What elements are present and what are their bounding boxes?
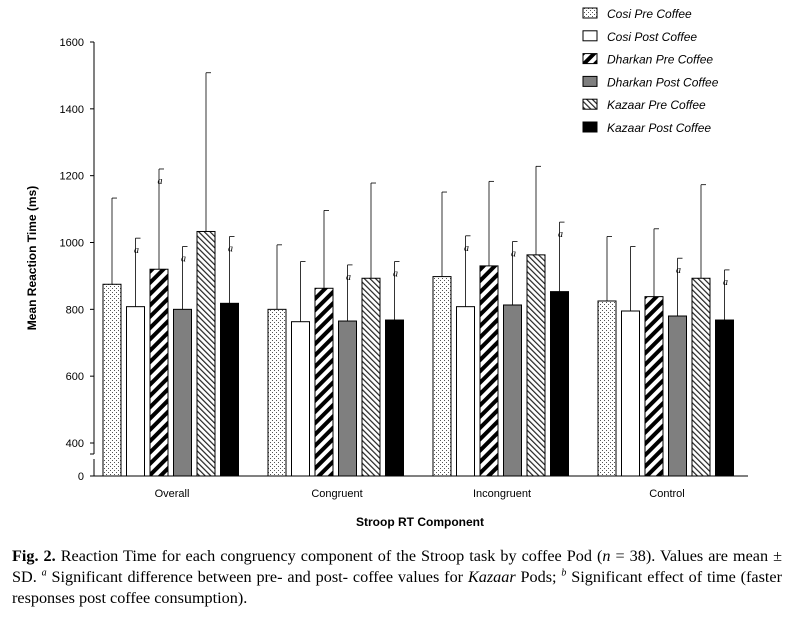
legend-swatch (582, 30, 598, 42)
x-tick-label: Overall (155, 488, 190, 500)
caption-sup-a: a (41, 567, 47, 579)
x-tick-label: Control (649, 488, 684, 500)
caption-n-symbol: n (602, 547, 611, 565)
significance-marker: a (464, 243, 469, 254)
legend-swatch (582, 75, 598, 87)
caption-text-1: Reaction Time for each congruency compon… (55, 547, 603, 565)
reaction-time-chart: 0 400 600 800 1000 1200 1400 1600 Overall Congrue… (25, 7, 748, 529)
axes: 0 400 600 800 1000 1200 1400 1600 Overall Congrue… (60, 37, 748, 500)
bar (597, 300, 617, 477)
legend-label: Dharkan Post Coffee (607, 75, 719, 89)
caption-text-3: Significant difference between pre- and … (46, 568, 468, 586)
bar (503, 304, 522, 477)
y-tick-label: 600 (66, 371, 84, 383)
bar (385, 319, 404, 477)
significance-marker: a (228, 243, 233, 254)
y-tick-label: 1000 (60, 238, 84, 250)
x-axis-label: Stroop RT Component (356, 515, 484, 529)
significance-marker: a (134, 245, 139, 256)
legend-label: Kazaar Post Coffee (607, 121, 711, 135)
y-axis-label: Mean Reaction Time (ms) (25, 186, 39, 330)
bar (550, 291, 569, 477)
bar (668, 315, 687, 477)
significance-marker: a (558, 229, 563, 240)
caption-text-2: = 38). Values are mean ± SD. (12, 547, 782, 586)
x-tick-label: Incongruent (473, 488, 531, 500)
caption-text-5: Significant effect of time (faster respo… (12, 568, 782, 607)
significance-marker: a (393, 269, 398, 280)
legend-label: Dharkan Pre Coffee (607, 53, 713, 67)
y-tick-label: 0 (78, 471, 84, 483)
bar (102, 283, 122, 477)
y-tick-label: 400 (66, 438, 84, 450)
bar (479, 265, 499, 477)
significance-marker: a (511, 248, 516, 259)
bar (267, 308, 287, 477)
bar (314, 287, 334, 477)
bar (361, 277, 381, 477)
caption-text-4: Pods; (515, 568, 562, 586)
caption-label: Fig. 2. (12, 547, 56, 565)
y-tick-label: 1200 (60, 171, 84, 183)
y-tick-label: 1400 (60, 104, 84, 116)
figure-caption: Fig. 2. Reaction Time for each congruenc… (12, 546, 782, 609)
bar (196, 230, 216, 477)
significance-marker: a (723, 277, 728, 288)
bar (291, 321, 310, 477)
legend-swatch (582, 7, 598, 19)
bar (526, 254, 546, 477)
caption-sup-b: b (561, 567, 567, 579)
bar (691, 277, 711, 477)
bar (126, 306, 145, 477)
bars: a a a a a a a a a a a (102, 72, 734, 477)
x-tick-label: Congruent (311, 488, 362, 500)
bar (173, 308, 192, 477)
significance-marker: a (181, 254, 186, 265)
bar (220, 302, 239, 477)
bar (456, 306, 475, 477)
bar (338, 320, 357, 477)
significance-marker: a (158, 176, 163, 187)
bar (715, 319, 734, 477)
legend-swatch (582, 53, 598, 65)
legend-label: Cosi Post Coffee (607, 30, 697, 44)
caption-kazaar: Kazaar (467, 568, 516, 586)
bar (621, 310, 640, 477)
bar (149, 268, 169, 477)
bar (644, 296, 664, 477)
legend-swatch (582, 98, 598, 110)
significance-marker: a (676, 265, 681, 276)
significance-marker: a (346, 272, 351, 283)
legend-label: Cosi Pre Coffee (607, 7, 692, 21)
bar (432, 276, 452, 477)
y-tick-label: 800 (66, 304, 84, 316)
legend-swatch (582, 121, 598, 133)
legend-label: Kazaar Pre Coffee (607, 98, 706, 112)
legend: Cosi Pre Coffee Cosi Post Coffee Dharkan P… (582, 7, 719, 135)
y-tick-label: 1600 (60, 37, 84, 49)
